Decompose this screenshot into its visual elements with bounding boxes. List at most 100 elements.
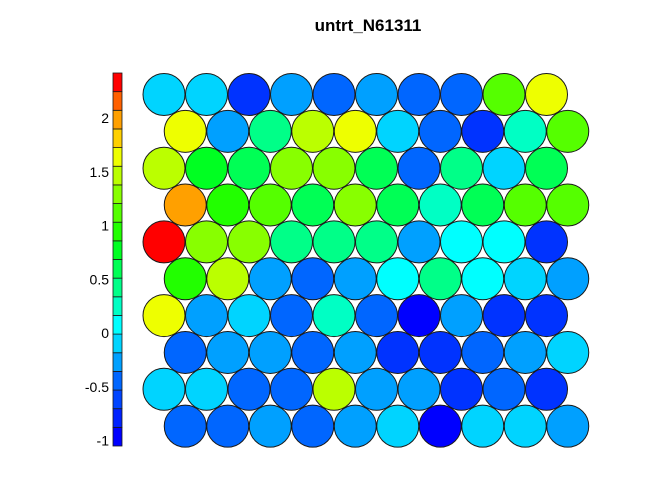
- som-cell: [503, 404, 547, 448]
- som-cell: [397, 220, 441, 264]
- som-cell: [397, 73, 441, 116]
- som-cell: [163, 183, 207, 227]
- som-cell: [142, 367, 186, 411]
- som-cell: [206, 109, 250, 153]
- som-cell: [503, 330, 547, 374]
- som-cell: [248, 109, 292, 153]
- som-cell: [376, 183, 420, 227]
- som-cell: [312, 220, 356, 264]
- colorbar-segment: [112, 408, 123, 428]
- colorbar-tick-label: 1: [101, 218, 109, 234]
- som-cell: [376, 257, 420, 301]
- som-cell: [355, 220, 398, 264]
- colorbar-segment: [112, 259, 123, 279]
- som-cell: [163, 404, 207, 448]
- colorbar-segment: [112, 426, 123, 447]
- colorbar-tick-label: 1.5: [90, 164, 110, 180]
- som-cell: [248, 330, 292, 374]
- colorbar-segment: [112, 389, 123, 410]
- som-cell: [312, 73, 356, 116]
- som-cell: [270, 367, 313, 411]
- colorbar-segment: [112, 240, 123, 260]
- som-cell: [270, 294, 313, 338]
- som-cell: [525, 73, 568, 116]
- som-cell: [142, 73, 186, 116]
- som-cell: [206, 330, 250, 374]
- som-cell: [525, 367, 568, 411]
- som-cell: [291, 183, 335, 227]
- som-cell: [291, 257, 335, 301]
- colorbar-segment: [112, 333, 123, 354]
- colorbar-segment: [112, 352, 123, 372]
- chart-title: untrt_N61311: [314, 16, 422, 35]
- som-cell: [461, 330, 505, 374]
- som-cell: [185, 294, 228, 338]
- colorbar-segment: [112, 109, 123, 130]
- colorbar-tick-label: -1: [97, 433, 110, 449]
- som-cell: [440, 294, 483, 338]
- som-cell: [163, 330, 207, 374]
- som-cell: [333, 404, 377, 448]
- som-cell: [163, 109, 207, 153]
- som-cell: [546, 404, 590, 448]
- som-cell: [312, 367, 356, 411]
- colorbar-segment: [112, 296, 123, 316]
- som-cell: [418, 404, 462, 448]
- som-cell: [270, 146, 313, 190]
- som-cell: [163, 257, 207, 301]
- hexagonal-cell-grid: [142, 73, 590, 448]
- colorbar-segment: [112, 91, 123, 111]
- colorbar-segment: [112, 72, 123, 93]
- colorbar-segment: [112, 147, 123, 167]
- som-cell: [440, 73, 483, 116]
- som-cell: [270, 73, 313, 116]
- som-cell: [291, 404, 335, 448]
- som-cell: [227, 294, 271, 338]
- som-cell: [482, 73, 526, 116]
- som-cell: [503, 109, 547, 153]
- som-cell: [185, 73, 228, 116]
- som-cell: [503, 257, 547, 301]
- som-cell: [418, 257, 462, 301]
- som-cell: [291, 330, 335, 374]
- som-cell: [142, 220, 186, 264]
- som-cell: [312, 294, 356, 338]
- colorbar-segment: [112, 221, 123, 242]
- som-cell: [546, 109, 590, 153]
- som-cell: [206, 257, 250, 301]
- som-cell: [376, 109, 420, 153]
- som-cell: [461, 109, 505, 153]
- colorbar-tick-label: 0: [101, 325, 109, 341]
- som-cell: [482, 146, 526, 190]
- som-cell: [546, 257, 590, 301]
- colorbar-segment: [112, 277, 123, 298]
- som-cell: [227, 73, 271, 116]
- som-cell: [503, 183, 547, 227]
- som-cell: [482, 294, 526, 338]
- som-cell: [206, 183, 250, 227]
- som-cell: [142, 294, 186, 338]
- som-cell: [418, 330, 462, 374]
- som-cell: [461, 404, 505, 448]
- som-cell: [461, 257, 505, 301]
- som-cell: [440, 146, 483, 190]
- colorbar-tick-label: -0.5: [85, 379, 109, 395]
- som-cell: [248, 404, 292, 448]
- som-cell: [185, 367, 228, 411]
- colorbar-segment: [112, 370, 123, 391]
- som-cell: [185, 146, 228, 190]
- som-cell: [525, 294, 568, 338]
- colorbar: [112, 72, 123, 447]
- som-cell: [312, 146, 356, 190]
- som-cell: [355, 294, 398, 338]
- som-cell: [440, 220, 483, 264]
- som-cell: [185, 220, 228, 264]
- som-cell: [227, 220, 271, 264]
- som-cell: [248, 183, 292, 227]
- colorbar-tick-labels: -1 -0.5 0 0.5 1 1.5 2: [85, 110, 109, 448]
- som-cell: [355, 73, 398, 116]
- som-cell: [227, 146, 271, 190]
- som-cell: [333, 257, 377, 301]
- som-cell: [482, 220, 526, 264]
